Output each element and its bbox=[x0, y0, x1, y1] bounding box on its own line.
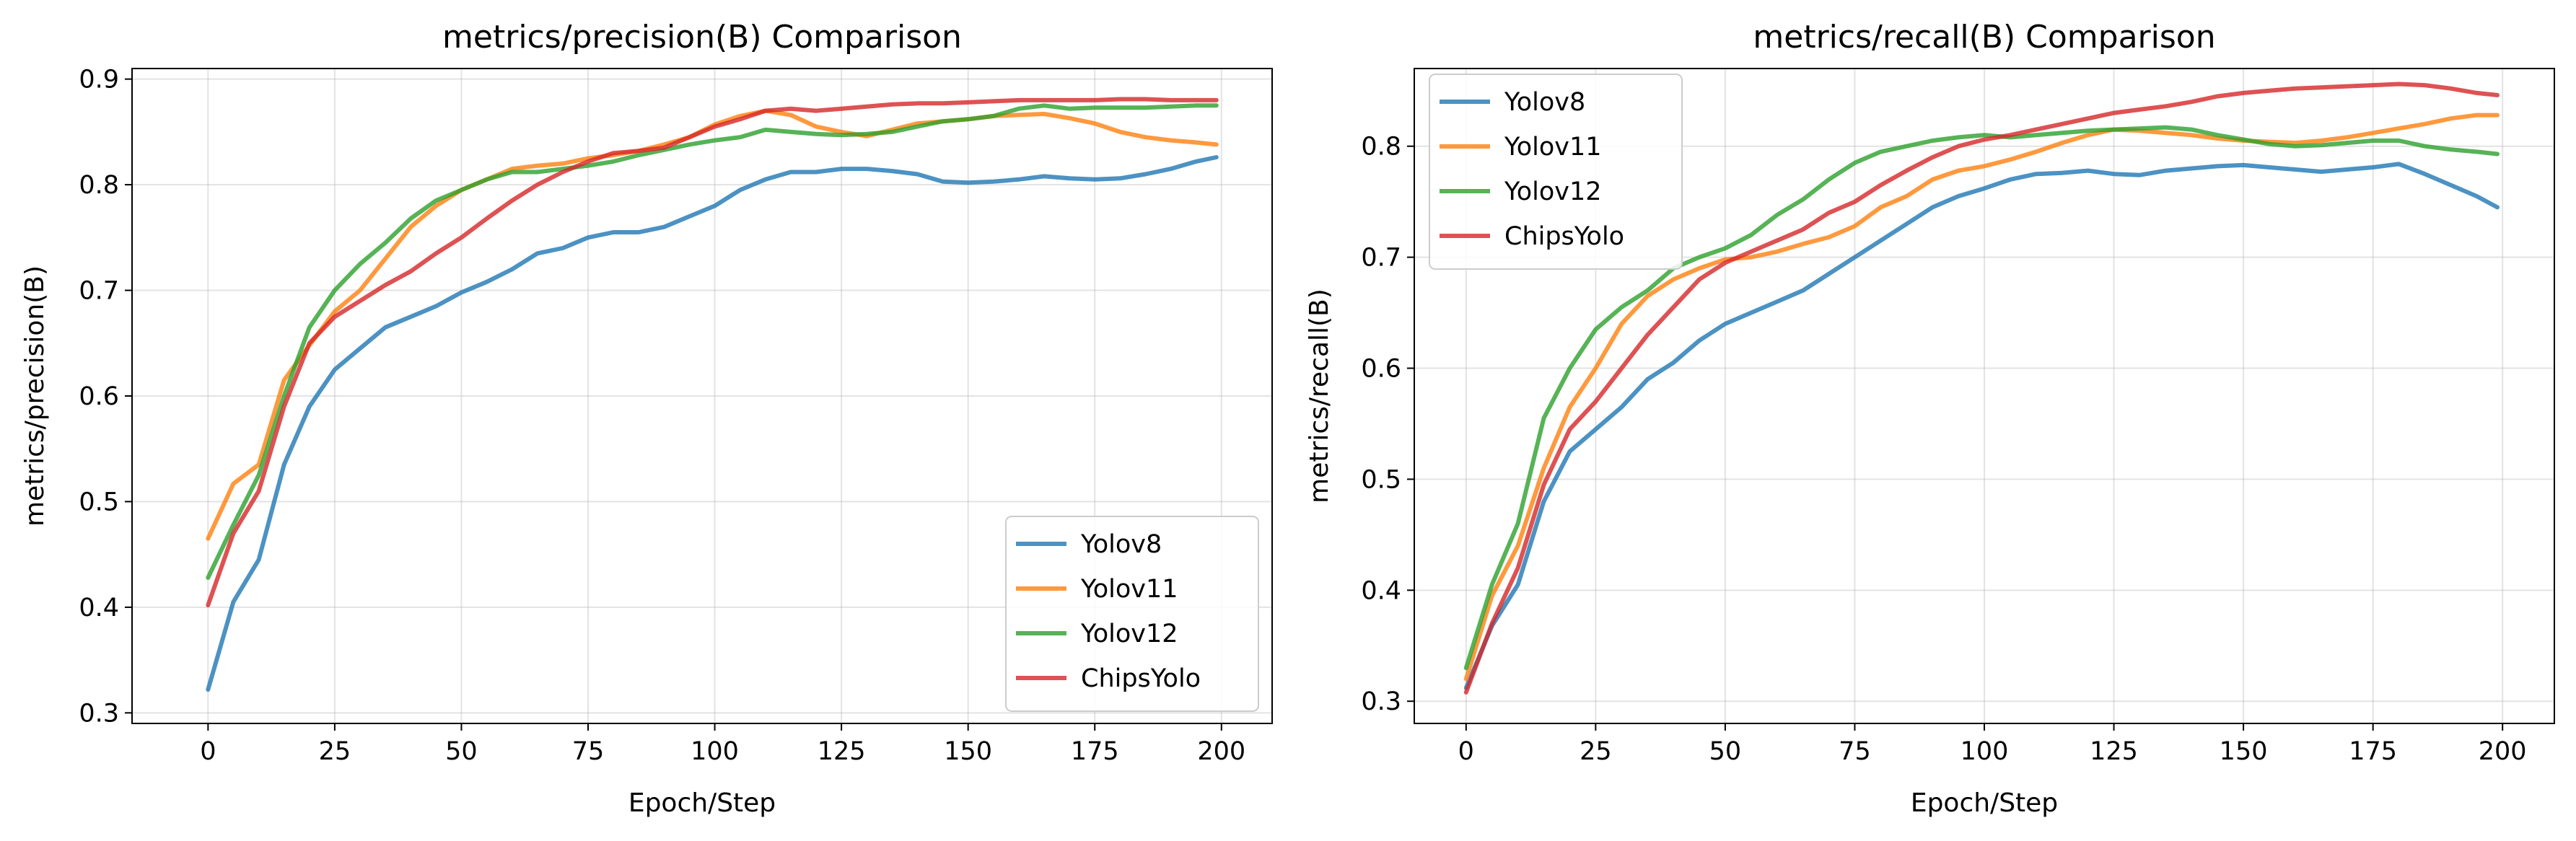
ticks: 0 25 50 75 100 125 150 175 200 0.3 0.4 0.5 0.6 0.7 0.8 bbox=[1361, 133, 2526, 766]
y-tick-label: 0.8 bbox=[1361, 133, 1401, 162]
legend-label: Yolov12 bbox=[1080, 620, 1178, 648]
recall-chart: metrics/recall(B) Comparison 0 25 50 75 100 1… bbox=[1305, 19, 2555, 818]
x-tick-label: 175 bbox=[1071, 737, 1119, 766]
legend-label: Yolov8 bbox=[1080, 530, 1162, 559]
y-axis-label: metrics/precision(B) bbox=[20, 265, 50, 527]
y-tick-label: 0.3 bbox=[79, 699, 119, 728]
series-line-yolov12 bbox=[1463, 125, 2500, 671]
legend-label: Yolov11 bbox=[1504, 133, 1602, 162]
y-tick-label: 0.6 bbox=[79, 382, 119, 411]
x-tick-label: 50 bbox=[1709, 737, 1742, 766]
legend-label: Yolov12 bbox=[1504, 177, 1602, 206]
legend-label: ChipsYolo bbox=[1504, 222, 1624, 251]
legend-box bbox=[1005, 516, 1259, 712]
x-tick-label: 200 bbox=[2479, 737, 2527, 766]
x-tick-label: 0 bbox=[200, 737, 216, 766]
series-line-yolov12 bbox=[206, 103, 1219, 580]
series-line-yolov11 bbox=[206, 108, 1219, 541]
x-tick-label: 150 bbox=[944, 737, 992, 766]
y-tick-label: 0.8 bbox=[79, 171, 119, 200]
x-axis-label: Epoch/Step bbox=[1911, 788, 2058, 818]
y-tick-label: 0.9 bbox=[79, 66, 119, 94]
legend: Yolov8 Yolov11 Yolov12 ChipsYolo bbox=[1005, 516, 1259, 712]
y-tick-label: 0.4 bbox=[79, 594, 119, 622]
legend-box bbox=[1429, 74, 1683, 270]
y-tick-label: 0.7 bbox=[1361, 244, 1401, 273]
x-tick-label: 175 bbox=[2349, 737, 2397, 766]
x-axis-label: Epoch/Step bbox=[628, 788, 776, 818]
legend-label: Yolov8 bbox=[1504, 88, 1585, 117]
x-tick-label: 75 bbox=[572, 737, 605, 766]
series-line-chipsyolo bbox=[206, 97, 1219, 607]
x-tick-label: 100 bbox=[691, 737, 739, 766]
y-tick-label: 0.7 bbox=[79, 277, 119, 306]
legend-label: ChipsYolo bbox=[1081, 664, 1201, 693]
plot-frame bbox=[1414, 68, 2555, 724]
x-tick-label: 150 bbox=[2220, 737, 2268, 766]
y-tick-label: 0.5 bbox=[79, 488, 119, 516]
x-tick-label: 200 bbox=[1197, 737, 1245, 766]
y-tick-label: 0.6 bbox=[1361, 355, 1401, 384]
y-tick-label: 0.4 bbox=[1361, 576, 1401, 605]
x-tick-label: 100 bbox=[1961, 737, 2009, 766]
series-lines bbox=[1463, 82, 2500, 695]
series-line-chipsyolo bbox=[1463, 82, 2500, 695]
series-lines bbox=[206, 97, 1219, 692]
series-line-yolov8 bbox=[1463, 162, 2500, 690]
y-axis-label: metrics/recall(B) bbox=[1305, 289, 1334, 503]
chart-title: metrics/recall(B) Comparison bbox=[1753, 19, 2215, 56]
legend: Yolov8 Yolov11 Yolov12 ChipsYolo bbox=[1429, 74, 1683, 270]
ticks: 0 25 50 75 100 125 150 175 200 0.3 0.4 0.5 0.6 0.7 0.8… bbox=[79, 66, 1245, 766]
grid bbox=[132, 69, 1272, 723]
plot-frame bbox=[131, 68, 1273, 724]
legend-label: Yolov11 bbox=[1080, 575, 1178, 604]
x-tick-label: 25 bbox=[1580, 737, 1612, 766]
y-tick-label: 0.3 bbox=[1361, 687, 1401, 716]
x-tick-label: 0 bbox=[1458, 737, 1474, 766]
precision-chart: metrics/precision(B) Comparison 0 25 50 75 1… bbox=[20, 19, 1273, 818]
x-tick-label: 125 bbox=[2090, 737, 2138, 766]
x-tick-label: 125 bbox=[818, 737, 866, 766]
x-tick-label: 25 bbox=[319, 737, 351, 766]
chart-title: metrics/precision(B) Comparison bbox=[442, 19, 962, 56]
x-tick-label: 75 bbox=[1839, 737, 1871, 766]
series-line-yolov8 bbox=[206, 155, 1219, 692]
series-line-yolov11 bbox=[1463, 113, 2500, 682]
x-tick-label: 50 bbox=[445, 737, 478, 766]
y-tick-label: 0.5 bbox=[1361, 465, 1401, 494]
